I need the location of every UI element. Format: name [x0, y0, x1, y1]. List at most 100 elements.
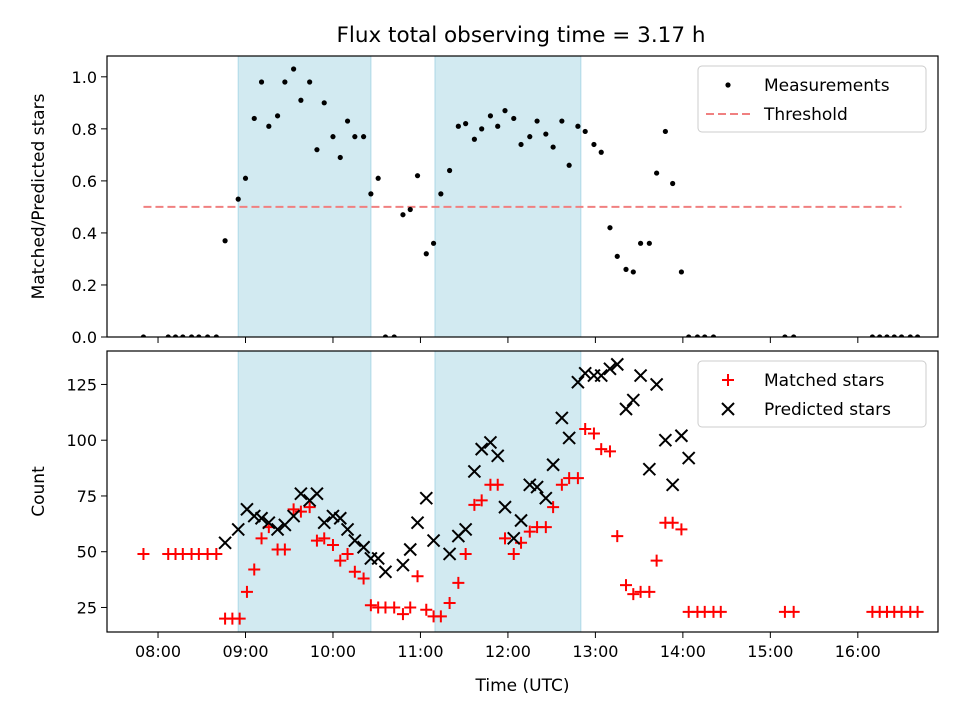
predicted-stars-point — [458, 522, 473, 537]
measurement-point — [694, 334, 701, 337]
matched-stars-point — [388, 601, 401, 614]
predicted-stars-point — [426, 533, 441, 548]
x-tick-label: 11:00 — [397, 642, 443, 661]
x-tick-label: 13:00 — [572, 642, 618, 661]
predicted-stars-point — [442, 547, 457, 561]
matched-stars-point — [326, 539, 339, 552]
measurement-point — [487, 113, 494, 119]
predicted-stars-point — [498, 500, 512, 514]
measurement-point — [686, 334, 692, 337]
predicted-stars-point — [317, 516, 331, 530]
legend: Measurements Threshold — [697, 65, 927, 133]
predicted-stars-point — [633, 368, 648, 383]
measurement-point — [196, 334, 202, 337]
measurement-point — [559, 118, 565, 124]
measurement-point — [375, 175, 381, 181]
x-tick-label: 12:00 — [485, 642, 531, 661]
x-tick-label: 10:00 — [310, 642, 356, 661]
matched-stars-point — [714, 605, 727, 618]
measurement-point — [566, 162, 572, 168]
matched-stars-point — [627, 588, 640, 601]
y-tick-label: 75 — [77, 487, 97, 506]
measurement-point — [782, 334, 788, 337]
matched-stars-point — [539, 521, 552, 534]
measurement-point — [165, 334, 171, 337]
predicted-stars-point — [262, 516, 276, 530]
measurement-point — [447, 167, 453, 174]
predicted-stars-point — [286, 509, 301, 523]
measurement-point — [702, 334, 708, 337]
x-axis-label: Time (UTC) — [475, 676, 570, 696]
predicted-stars-point — [378, 565, 393, 579]
matched-stars-point — [603, 445, 616, 458]
measurement-point — [314, 147, 320, 153]
matched-stars-point — [404, 601, 417, 614]
measurement-point — [662, 128, 668, 135]
predicted-stars-point — [649, 377, 664, 392]
measurement-point — [235, 196, 241, 202]
data-points — [137, 357, 924, 625]
measurement-point — [518, 141, 524, 148]
measurement-point — [330, 134, 336, 140]
legend-box — [697, 65, 927, 133]
measurement-point — [623, 266, 629, 272]
measurement-point — [242, 175, 249, 181]
measurement-point — [884, 334, 890, 337]
bottom-panel-counts: 25 50 75 100 125 08:00 09:00 10:00 11:00 12:00 13:… — [29, 350, 939, 696]
measurement-point — [637, 240, 644, 246]
matched-stars-point — [475, 494, 488, 507]
axes-frame — [106, 55, 939, 338]
predicted-stars-point — [270, 522, 285, 537]
matched-stars-point — [579, 423, 592, 436]
y-tick-label: 25 — [77, 598, 97, 617]
matched-stars-point — [364, 599, 377, 612]
matched-stars-point — [210, 547, 223, 560]
measurement-point — [869, 334, 875, 337]
measurement-point — [534, 118, 540, 124]
measurement-point — [479, 126, 485, 132]
measurement-point — [360, 134, 367, 140]
x-tick-label: 16:00 — [835, 642, 881, 661]
measurement-point — [877, 334, 883, 337]
measurement-point — [678, 269, 685, 275]
predicted-stars-point — [247, 509, 261, 523]
predicted-stars-point — [530, 480, 544, 494]
matched-stars-point — [396, 608, 409, 621]
matched-stars-point — [787, 605, 800, 618]
measurement-point — [455, 123, 461, 129]
predicted-stars-point — [681, 451, 696, 465]
measurement-point — [471, 136, 477, 142]
matched-stars-point — [587, 427, 600, 440]
predicted-stars-point — [546, 458, 560, 472]
predicted-stars-point — [619, 402, 633, 416]
measurement-point — [282, 79, 288, 85]
matched-stars-point — [620, 579, 633, 592]
predicted-stars-point — [491, 449, 505, 463]
measurement-point — [251, 115, 257, 122]
measurement-point — [222, 238, 228, 244]
measurement-point — [204, 334, 211, 337]
y-axis-label: Matched/Predicted stars — [29, 93, 49, 299]
measurement-point — [607, 225, 613, 231]
measurement-point — [430, 240, 437, 246]
measurement-point — [213, 334, 219, 337]
matched-stars-point — [499, 532, 512, 545]
matched-stars-point — [459, 547, 472, 560]
matched-stars-point — [443, 597, 456, 610]
measurement-point — [438, 191, 444, 197]
measurement-point — [630, 269, 636, 275]
predicted-stars-point — [562, 431, 576, 445]
predicted-stars-point — [658, 433, 673, 447]
matched-stars-point — [595, 443, 608, 456]
measurement-point — [898, 334, 905, 337]
measurement-point — [582, 128, 588, 135]
predicted-stars-point — [603, 362, 617, 376]
measurement-point — [527, 134, 533, 140]
top-panel-ratio: 0.0 0.2 0.4 0.6 0.8 1.0 Matched/Predicted star… — [29, 55, 939, 347]
legend-label: Measurements — [764, 76, 890, 96]
measurement-point — [391, 334, 397, 337]
matched-stars-point — [434, 610, 447, 623]
predicted-stars-point — [665, 478, 680, 492]
predicted-stars-point — [371, 551, 385, 566]
